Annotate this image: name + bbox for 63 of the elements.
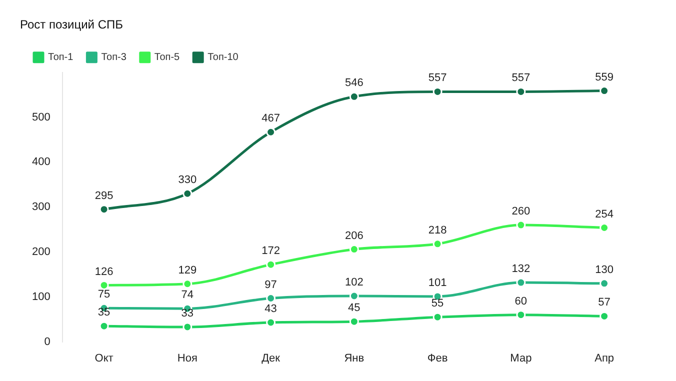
data-label: 45: [348, 302, 360, 314]
data-label: 35: [98, 306, 110, 319]
y-tick-label: 500: [32, 111, 50, 124]
y-tick-label: 0: [44, 336, 50, 348]
data-label: 172: [262, 245, 280, 258]
y-tick-label: 300: [32, 201, 50, 214]
data-label: 295: [94, 190, 114, 202]
point: [182, 188, 192, 198]
y-tick-label: 200: [32, 246, 50, 258]
data-label: 557: [512, 72, 530, 84]
legend-label: Топ-1: [48, 52, 74, 64]
point: [516, 220, 526, 230]
x-tick-label: Окт: [94, 352, 114, 364]
data-label: 55: [431, 298, 444, 310]
x-tick-label: Дек: [262, 352, 280, 364]
data-label: 557: [428, 72, 447, 84]
point: [182, 322, 192, 332]
x-tick-label: Ноя: [177, 352, 198, 364]
data-label: 546: [344, 77, 364, 90]
x-tick-label: Фев: [427, 352, 448, 364]
data-label: 101: [428, 276, 447, 289]
data-label: 559: [595, 71, 614, 84]
point: [600, 278, 610, 288]
point: [266, 127, 276, 137]
x-tick-label: Янв: [344, 352, 364, 364]
data-label: 467: [262, 112, 280, 125]
point: [266, 260, 276, 270]
point: [516, 310, 526, 320]
y-tick-label: 100: [32, 290, 50, 303]
point: [182, 279, 192, 289]
chart-title: Рост позиций СПБ: [20, 18, 124, 32]
data-label: 33: [181, 308, 194, 320]
point: [349, 92, 359, 102]
data-label: 97: [264, 278, 277, 291]
legend-label: Топ-10: [208, 52, 239, 64]
data-label: 75: [98, 288, 110, 301]
data-label: 102: [344, 276, 364, 289]
point: [516, 278, 526, 288]
x-tick-label: Мар: [510, 352, 532, 364]
data-label: 218: [428, 224, 447, 236]
data-label: 74: [181, 289, 194, 302]
point: [432, 239, 442, 249]
point: [349, 316, 359, 326]
data-label: 126: [94, 266, 114, 278]
data-label: 60: [514, 295, 528, 308]
legend-label: Топ-5: [154, 52, 180, 64]
point: [99, 204, 109, 214]
data-label: 206: [344, 230, 364, 242]
data-label: 43: [264, 303, 277, 316]
point: [432, 312, 442, 322]
data-label: 330: [178, 174, 197, 186]
x-tick-label: Апр: [594, 352, 614, 364]
point: [99, 321, 109, 331]
y-tick-label: 400: [32, 156, 50, 168]
data-label: 132: [512, 263, 530, 276]
data-label: 57: [598, 296, 610, 309]
data-label: 254: [595, 208, 614, 220]
data-label: 260: [512, 206, 530, 218]
data-label: 129: [178, 264, 197, 276]
data-label: 130: [595, 264, 614, 276]
point: [266, 318, 276, 328]
legend-label: Топ-3: [101, 52, 127, 64]
point: [349, 291, 359, 301]
